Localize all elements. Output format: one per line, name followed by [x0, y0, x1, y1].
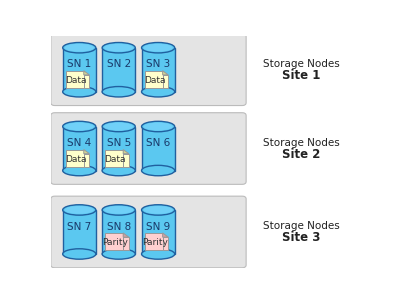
Text: Site 2: Site 2 [282, 148, 321, 161]
Polygon shape [144, 233, 163, 250]
Text: SN 8: SN 8 [107, 222, 131, 232]
Ellipse shape [142, 165, 175, 176]
Ellipse shape [144, 206, 173, 214]
Ellipse shape [104, 44, 133, 51]
FancyBboxPatch shape [63, 126, 96, 171]
Polygon shape [144, 71, 163, 88]
Text: Data: Data [65, 155, 87, 163]
Ellipse shape [102, 86, 135, 97]
FancyBboxPatch shape [142, 48, 175, 92]
Polygon shape [84, 75, 90, 88]
Text: SN 5: SN 5 [107, 138, 131, 148]
Ellipse shape [63, 205, 96, 215]
Text: SN 1: SN 1 [67, 59, 92, 70]
Ellipse shape [102, 121, 135, 132]
Text: Data: Data [105, 155, 126, 163]
Polygon shape [123, 150, 129, 154]
Text: Parity: Parity [142, 238, 168, 247]
FancyBboxPatch shape [63, 210, 96, 254]
Polygon shape [163, 71, 168, 75]
FancyBboxPatch shape [63, 48, 96, 92]
FancyBboxPatch shape [102, 48, 135, 92]
Ellipse shape [102, 205, 135, 215]
Text: SN 4: SN 4 [67, 138, 92, 148]
Polygon shape [66, 150, 84, 167]
Ellipse shape [142, 86, 175, 97]
Text: Site 3: Site 3 [282, 231, 321, 244]
FancyBboxPatch shape [51, 34, 246, 106]
Polygon shape [123, 237, 129, 250]
FancyBboxPatch shape [102, 126, 135, 171]
Polygon shape [84, 71, 90, 75]
Polygon shape [163, 233, 168, 237]
Ellipse shape [65, 44, 94, 51]
Polygon shape [105, 233, 123, 250]
Ellipse shape [63, 86, 96, 97]
Ellipse shape [63, 165, 96, 176]
FancyBboxPatch shape [51, 113, 246, 184]
Text: Site 1: Site 1 [282, 69, 321, 82]
Ellipse shape [142, 205, 175, 215]
Polygon shape [163, 237, 168, 250]
FancyBboxPatch shape [142, 126, 175, 171]
Ellipse shape [142, 249, 175, 259]
Ellipse shape [63, 42, 96, 53]
Ellipse shape [144, 44, 173, 51]
Text: Parity: Parity [103, 238, 128, 247]
Ellipse shape [104, 123, 133, 130]
Ellipse shape [142, 42, 175, 53]
Text: SN 6: SN 6 [146, 138, 170, 148]
Polygon shape [123, 154, 129, 167]
Text: Storage Nodes: Storage Nodes [263, 221, 340, 231]
Text: Data: Data [144, 76, 166, 85]
Polygon shape [84, 150, 90, 154]
Ellipse shape [104, 206, 133, 214]
Ellipse shape [142, 121, 175, 132]
Polygon shape [84, 154, 90, 167]
Ellipse shape [65, 123, 94, 130]
Polygon shape [66, 71, 84, 88]
Text: SN 7: SN 7 [67, 222, 92, 232]
Polygon shape [123, 233, 129, 237]
Text: SN 2: SN 2 [107, 59, 131, 70]
FancyBboxPatch shape [102, 210, 135, 254]
FancyBboxPatch shape [51, 196, 246, 268]
Text: Storage Nodes: Storage Nodes [263, 59, 340, 69]
Polygon shape [163, 75, 168, 88]
Text: Storage Nodes: Storage Nodes [263, 138, 340, 148]
Text: SN 3: SN 3 [146, 59, 170, 70]
Ellipse shape [65, 206, 94, 214]
Text: Data: Data [65, 76, 87, 85]
FancyBboxPatch shape [142, 210, 175, 254]
Ellipse shape [102, 42, 135, 53]
Ellipse shape [102, 165, 135, 176]
Polygon shape [105, 150, 123, 167]
Ellipse shape [144, 123, 173, 130]
Ellipse shape [102, 249, 135, 259]
Ellipse shape [63, 121, 96, 132]
Ellipse shape [63, 249, 96, 259]
Text: SN 9: SN 9 [146, 222, 170, 232]
